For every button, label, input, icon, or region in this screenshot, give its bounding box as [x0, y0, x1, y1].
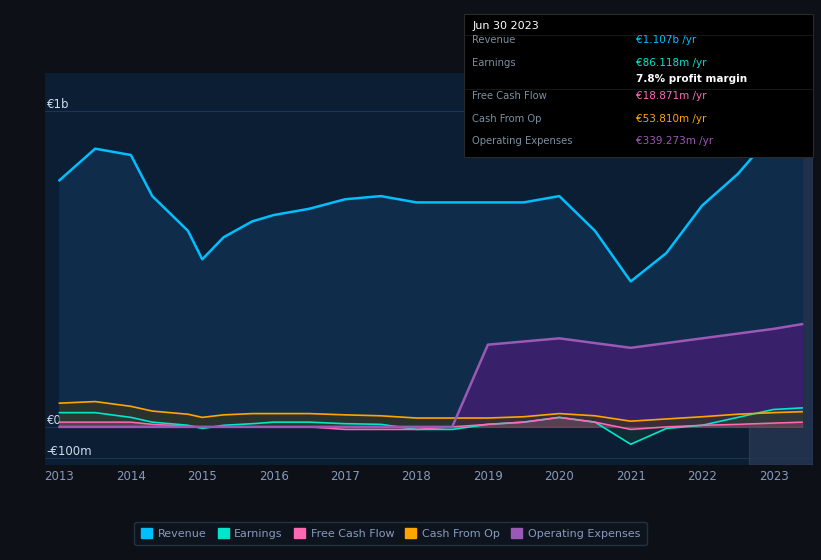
Text: -€100m: -€100m	[47, 445, 92, 459]
Bar	[749, 73, 813, 465]
Legend: Revenue, Earnings, Free Cash Flow, Cash From Op, Operating Expenses: Revenue, Earnings, Free Cash Flow, Cash …	[135, 522, 647, 545]
Text: €1.107b /yr: €1.107b /yr	[636, 35, 696, 45]
Text: €1b: €1b	[47, 98, 69, 111]
Text: €86.118m /yr: €86.118m /yr	[636, 58, 707, 68]
Text: €0: €0	[47, 414, 62, 427]
Text: Revenue: Revenue	[472, 35, 516, 45]
Text: Earnings: Earnings	[472, 58, 516, 68]
Text: Free Cash Flow: Free Cash Flow	[472, 91, 547, 101]
Text: €53.810m /yr: €53.810m /yr	[636, 114, 707, 124]
Text: Operating Expenses: Operating Expenses	[472, 136, 572, 146]
Text: €18.871m /yr: €18.871m /yr	[636, 91, 707, 101]
Text: 7.8% profit margin: 7.8% profit margin	[636, 74, 747, 85]
Text: €339.273m /yr: €339.273m /yr	[636, 136, 713, 146]
Text: Jun 30 2023: Jun 30 2023	[472, 21, 539, 31]
Text: Cash From Op: Cash From Op	[472, 114, 542, 124]
